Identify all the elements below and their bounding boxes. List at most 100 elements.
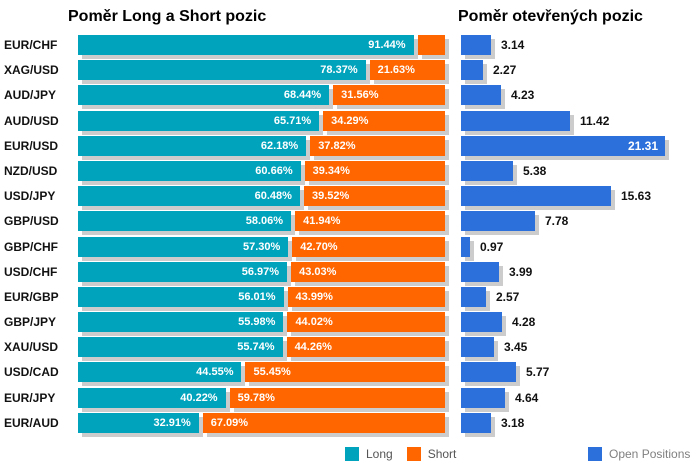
long-short-stacked-bar: 32.91% 67.09% [78, 412, 445, 433]
open-positions-value-label: 4.23 [511, 88, 535, 103]
open-positions-bar-fill [461, 362, 516, 383]
open-positions-bar-fill [461, 286, 486, 307]
open-positions-bar: 5.38 [461, 160, 547, 181]
long-bar-segment: 78.37% [78, 60, 366, 81]
long-short-stacked-bar: 44.55% 55.45% [78, 362, 445, 383]
long-bar-segment: 60.66% [78, 160, 301, 181]
long-value-label: 60.66% [255, 164, 293, 177]
open-positions-bar-fill [461, 261, 499, 282]
open-positions-value-label: 2.27 [493, 63, 517, 78]
short-bar-segment: 55.45% [245, 362, 445, 383]
open-positions-bar: 3.18 [461, 412, 524, 433]
currency-pair-label: NZD/USD [4, 163, 58, 178]
chart-row: XAU/USD 55.74% 44.26% 3.45 [0, 337, 695, 362]
short-value-label: 34.29% [331, 114, 369, 127]
short-bar-segment: 39.52% [303, 186, 445, 207]
chart-row: EUR/JPY 40.22% 59.78% 4.64 [0, 387, 695, 413]
long-value-label: 78.37% [320, 64, 358, 77]
long-value-label: 62.18% [260, 139, 299, 152]
long-value-label: 68.44% [283, 89, 322, 102]
long-short-stacked-bar: 68.44% 31.56% [78, 85, 445, 106]
long-bar-segment: 62.18% [78, 135, 307, 156]
open-positions-bar: 15.63 [461, 186, 651, 207]
open-positions-value-label: 5.38 [523, 163, 547, 178]
chart-row: USD/CHF 56.97% 43.03% 3.99 [0, 261, 695, 287]
short-value-label: 31.56% [341, 89, 379, 102]
open-positions-value-label: 11.42 [580, 113, 610, 128]
short-bar-segment: 41.94% [295, 211, 445, 232]
short-legend-label: Short [427, 447, 457, 461]
long-short-stacked-bar: 56.97% 43.03% [78, 261, 445, 282]
open-positions-value-label: 3.14 [501, 38, 525, 52]
open-positions-value-label: 4.64 [515, 390, 539, 405]
open-positions-value-label: 3.45 [504, 340, 528, 355]
long-value-label: 40.22% [180, 391, 218, 404]
long-short-stacked-bar: 91.44% [78, 35, 445, 55]
open-positions-bar-fill: 21.31 [461, 135, 665, 156]
short-bar-segment: 31.56% [333, 85, 445, 106]
long-short-stacked-bar: 40.22% 59.78% [78, 387, 445, 408]
long-short-stacked-bar: 65.71% 34.29% [78, 110, 445, 131]
legend-item-long: Long [345, 447, 393, 461]
short-bar-segment: 43.99% [287, 286, 445, 307]
long-short-stacked-bar: 58.06% 41.94% [78, 211, 445, 232]
open-positions-bar: 7.78 [461, 211, 569, 232]
short-bar-segment: 59.78% [229, 387, 445, 408]
chart-row: AUD/USD 65.71% 34.29% 11.42 [0, 110, 695, 136]
long-short-stacked-bar: 62.18% 37.82% [78, 135, 445, 156]
short-bar-segment [417, 35, 445, 55]
short-value-label: 44.02% [295, 316, 333, 329]
long-bar-segment: 55.98% [78, 312, 284, 333]
long-short-stacked-bar: 60.48% 39.52% [78, 186, 445, 207]
short-bar-segment: 43.03% [291, 261, 445, 282]
right-chart-title: Poměr otevřených pozic [458, 8, 643, 25]
short-value-label: 43.03% [299, 265, 337, 278]
open-positions-value-label: 0.97 [480, 239, 504, 254]
long-value-label: 65.71% [273, 114, 312, 127]
long-bar-segment: 56.97% [78, 261, 288, 282]
open-positions-bar-fill [461, 110, 570, 131]
short-bar-segment: 44.26% [286, 337, 445, 358]
long-short-stacked-bar: 60.66% 39.34% [78, 160, 445, 181]
short-bar-segment: 39.34% [304, 160, 445, 181]
open-positions-bar: 4.23 [461, 85, 535, 106]
open-positions-bar-fill [461, 35, 491, 55]
short-bar-segment: 42.70% [292, 236, 445, 257]
long-value-label: 57.30% [242, 240, 281, 253]
long-short-stacked-bar: 57.30% 42.70% [78, 236, 445, 257]
long-value-label: 56.97% [241, 265, 280, 278]
currency-pair-label: AUD/USD [4, 113, 59, 128]
open-positions-bar: 3.99 [461, 261, 532, 282]
long-short-stacked-bar: 78.37% 21.63% [78, 60, 445, 81]
long-bar-segment: 91.44% [78, 35, 414, 55]
short-value-label: 43.99% [295, 290, 333, 303]
open-positions-bar: 4.28 [461, 312, 535, 333]
open-positions-bar: 3.45 [461, 337, 528, 358]
open-positions-bar: 5.77 [461, 362, 549, 383]
open-positions-value-label: 21.31 [627, 138, 658, 153]
long-bar-segment: 56.01% [78, 286, 284, 307]
long-bar-segment: 40.22% [78, 387, 226, 408]
open-positions-bar-fill [461, 412, 491, 433]
currency-pair-label: EUR/CHF [4, 38, 58, 52]
chart-row: EUR/GBP 56.01% 43.99% 2.57 [0, 286, 695, 312]
currency-pair-label: EUR/GBP [4, 289, 59, 304]
currency-pair-label: EUR/USD [4, 138, 59, 153]
currency-pair-label: EUR/AUD [4, 415, 59, 430]
currency-pair-label: GBP/JPY [4, 315, 57, 330]
open-positions-value-label: 7.78 [545, 214, 569, 229]
open-positions-bar-fill [461, 160, 513, 181]
open-positions-bar-fill [461, 312, 502, 333]
open-positions-legend-label: Open Positions [609, 447, 691, 461]
long-color-swatch [345, 447, 359, 461]
long-value-label: 44.55% [196, 366, 234, 379]
long-value-label: 56.01% [238, 290, 276, 303]
legend-item-open-positions: Open Positions [588, 447, 690, 461]
long-value-label: 32.91% [153, 416, 191, 429]
currency-pair-label: USD/JPY [4, 189, 56, 204]
open-positions-bar-fill [461, 211, 535, 232]
long-value-label: 55.74% [237, 341, 275, 354]
chart-row: USD/CAD 44.55% 55.45% 5.77 [0, 362, 695, 387]
currency-pair-label: USD/CHF [4, 264, 58, 279]
